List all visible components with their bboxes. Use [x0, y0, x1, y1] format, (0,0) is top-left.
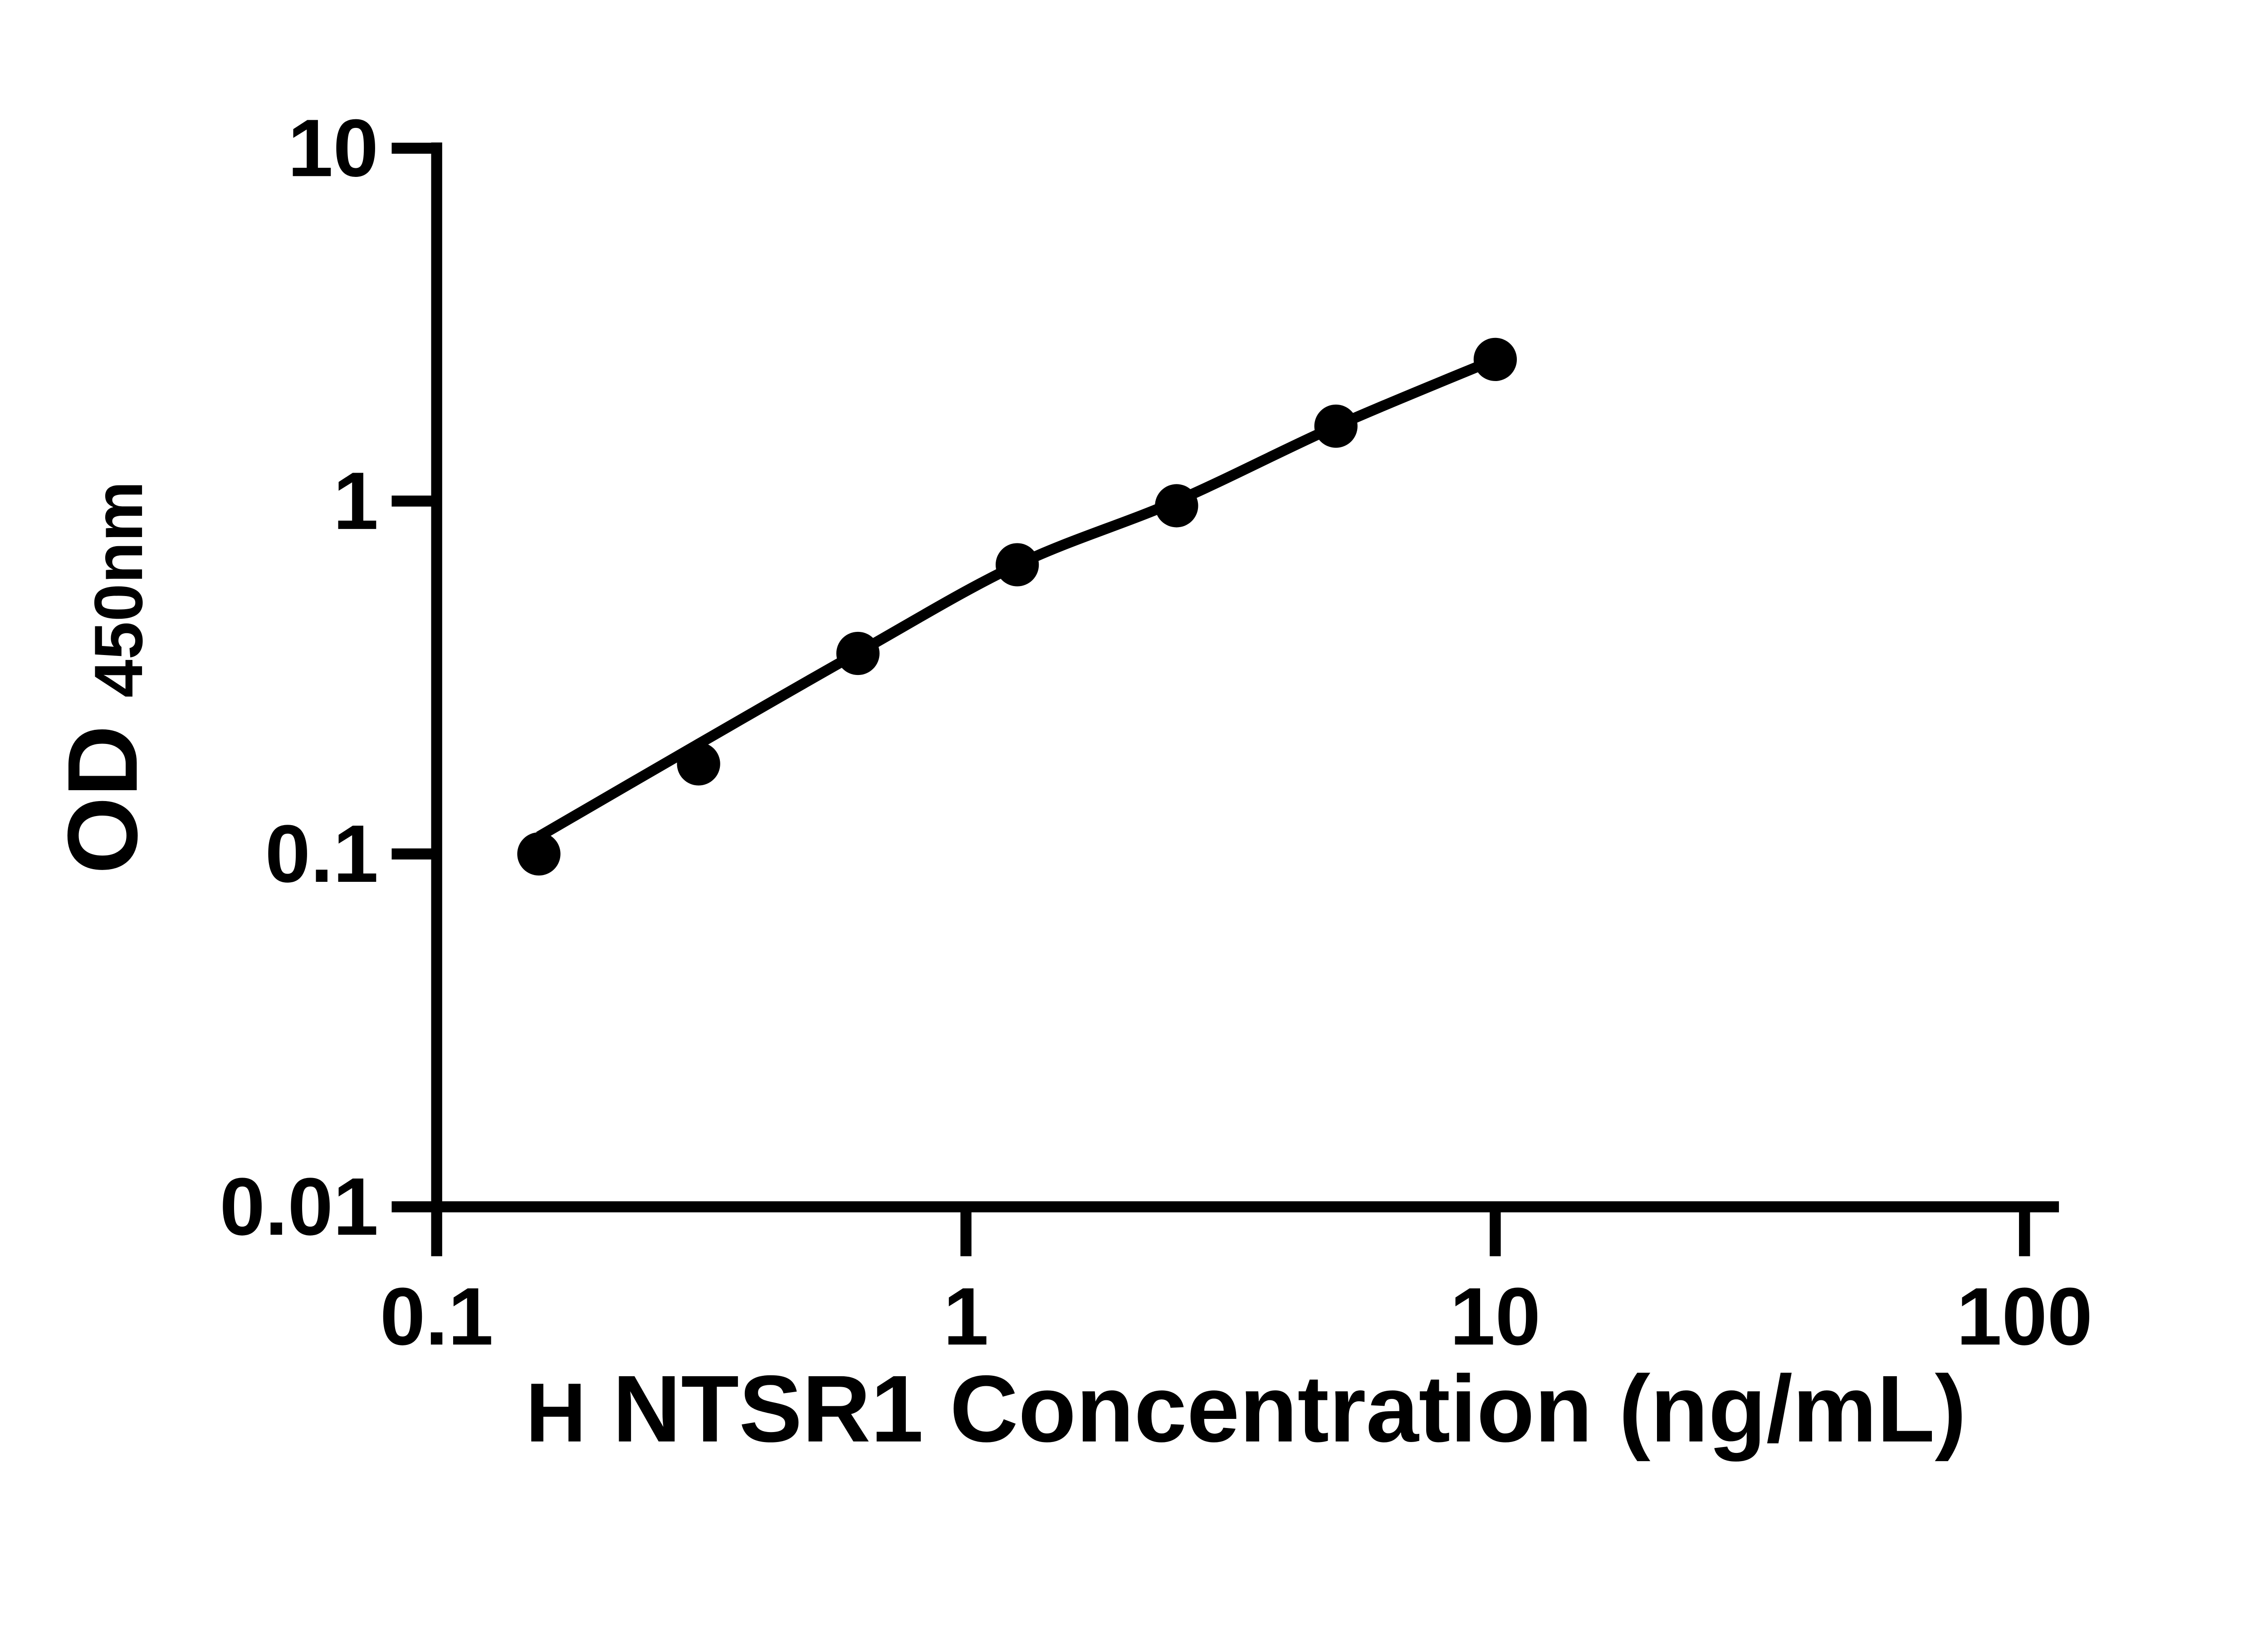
- x-axis-title-rest: NTSR1 Concentration (ng/mL): [612, 1356, 1966, 1462]
- data-point-marker: [836, 631, 880, 675]
- x-axis-tick-label: 100: [1956, 1271, 2092, 1362]
- x-axis-tick-label: 1: [943, 1271, 988, 1362]
- y-axis-title-main: OD: [47, 725, 158, 874]
- y-axis-tick-label: 0.01: [220, 1161, 378, 1252]
- elisa-standard-curve-figure: 0.1 1 10 100 10 1 0.1 0.01 H NTSR1 Concentratio…: [0, 0, 2268, 1588]
- x-axis-title-prefix: H: [526, 1366, 586, 1460]
- plot-background: [0, 0, 2268, 1588]
- data-point-marker: [995, 543, 1039, 587]
- data-point-marker: [1155, 484, 1198, 528]
- data-point-marker: [1473, 337, 1517, 381]
- x-axis-tick-label: 0.1: [380, 1271, 494, 1362]
- x-axis-tick-label: 10: [1450, 1271, 1540, 1362]
- y-axis-tick-label: 0.1: [265, 808, 378, 900]
- y-axis-title: OD 450nm: [47, 481, 158, 874]
- data-point-marker: [1314, 404, 1358, 448]
- y-axis-title-sub: 450nm: [80, 481, 156, 698]
- data-point-marker: [677, 742, 720, 786]
- x-axis-title: H NTSR1 Concentration (ng/mL): [526, 1356, 1966, 1462]
- y-axis-tick-label: 1: [333, 455, 378, 547]
- data-point-marker: [517, 832, 561, 876]
- y-axis-tick-label: 10: [288, 103, 378, 194]
